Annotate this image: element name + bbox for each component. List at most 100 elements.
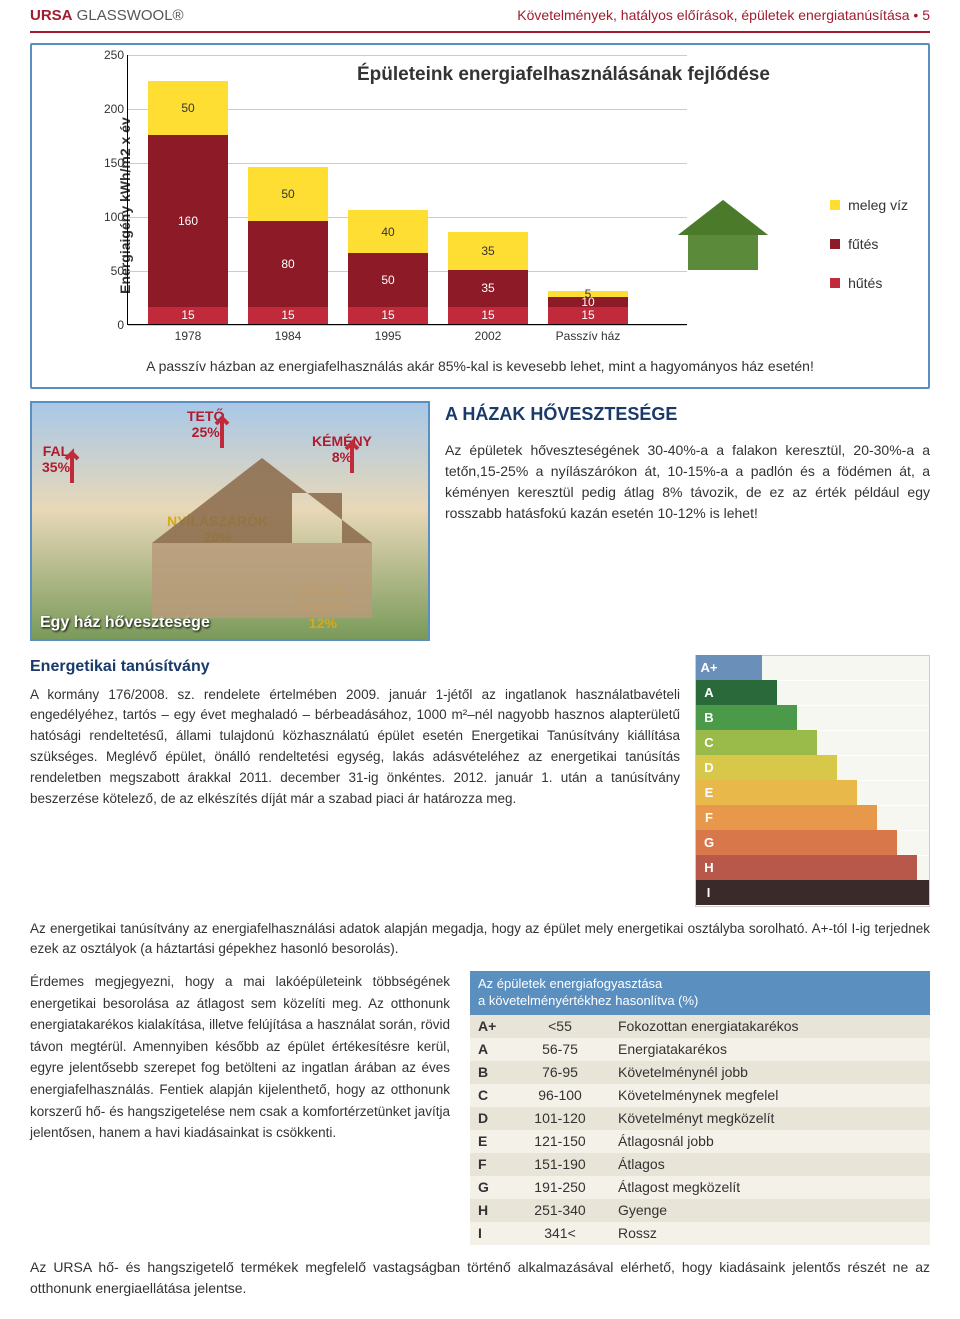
table-header-l1: Az épületek energiafogyasztása bbox=[478, 976, 662, 991]
energy-class-row: A bbox=[696, 681, 929, 706]
label-nyilaszaro: NYÍLÁSZÁRÓK20% bbox=[167, 513, 268, 545]
table-header-l2: a követelményértékhez hasonlítva (%) bbox=[478, 993, 698, 1008]
certificate-p1: A kormány 176/2008. sz. rendelete értelm… bbox=[30, 685, 680, 811]
energy-class-bar bbox=[722, 730, 817, 755]
energy-class-row: B bbox=[696, 706, 929, 731]
table-cell: H bbox=[470, 1199, 510, 1222]
energy-class-bar bbox=[722, 780, 857, 805]
table-cell: D bbox=[470, 1107, 510, 1130]
table-cell: 151-190 bbox=[510, 1153, 610, 1176]
heatloss-diagram: FAL35% TETŐ25% KÉMÉNY8% NYÍLÁSZÁRÓK20% P… bbox=[30, 401, 430, 641]
energy-class-bar bbox=[722, 705, 797, 730]
heatloss-title: A HÁZAK HŐVESZTESÉGE bbox=[445, 401, 930, 428]
energy-class-bar bbox=[722, 655, 762, 680]
label-padlo: PADLÓ,FÖDÉM12% bbox=[297, 583, 349, 631]
bar-group: 51015 bbox=[548, 291, 628, 323]
footer-text: Az URSA hő- és hangszigetelő termékek me… bbox=[30, 1257, 930, 1299]
label-teto: TETŐ25% bbox=[187, 408, 224, 440]
energy-class-letter: D bbox=[696, 755, 722, 780]
table-cell: A+ bbox=[470, 1015, 510, 1038]
chart-plot: 0501001502002505016015197850801519844050… bbox=[127, 55, 687, 325]
chart-caption: A passzív házban az energiafelhasználás … bbox=[47, 356, 913, 377]
gridline bbox=[128, 55, 687, 56]
table-cell: 191-250 bbox=[510, 1176, 610, 1199]
table-cell: 251-340 bbox=[510, 1199, 610, 1222]
table-cell: G bbox=[470, 1176, 510, 1199]
legend-item: hűtés bbox=[830, 273, 908, 294]
energy-class-letter: E bbox=[696, 780, 722, 805]
table-cell: Gyenge bbox=[610, 1199, 930, 1222]
bar-group: 405015 bbox=[348, 210, 428, 323]
heatloss-paragraph: Az épületek hőveszteségének 30-40%-a a f… bbox=[445, 440, 930, 524]
energy-class-row: F bbox=[696, 806, 929, 831]
energy-class-letter: H bbox=[696, 855, 722, 880]
bar-segment: 80 bbox=[248, 221, 328, 307]
certificate-text: Energetikai tanúsítvány A kormány 176/20… bbox=[30, 655, 680, 811]
energy-class-bar bbox=[721, 880, 929, 905]
table-row: B76-95Követelménynél jobb bbox=[470, 1061, 930, 1084]
table-row: D101-120Követelményt megközelít bbox=[470, 1107, 930, 1130]
table-cell: <55 bbox=[510, 1015, 610, 1038]
energy-class-bar bbox=[722, 830, 897, 855]
y-tick: 100 bbox=[96, 208, 124, 226]
energy-class-letter: A+ bbox=[696, 655, 722, 680]
table-row: G191-250Átlagost megközelít bbox=[470, 1176, 930, 1199]
table-row: E121-150Átlagosnál jobb bbox=[470, 1130, 930, 1153]
energy-table: A+<55Fokozottan energiatakarékosA56-75En… bbox=[470, 1015, 930, 1245]
table-cell: E bbox=[470, 1130, 510, 1153]
table-cell: Követelménynél jobb bbox=[610, 1061, 930, 1084]
energy-table-wrap: Az épületek energiafogyasztása a követel… bbox=[470, 971, 930, 1245]
energy-class-letter: G bbox=[696, 830, 722, 855]
x-tick: 1984 bbox=[248, 327, 328, 345]
y-tick: 50 bbox=[96, 262, 124, 280]
certificate-section: Energetikai tanúsítvány A kormány 176/20… bbox=[30, 655, 930, 907]
table-cell: Átlagos bbox=[610, 1153, 930, 1176]
bar-segment: 40 bbox=[348, 210, 428, 253]
energy-class-badges: A+ABCDEFGHI bbox=[695, 655, 930, 907]
y-tick: 200 bbox=[96, 100, 124, 118]
energy-class-bar bbox=[722, 855, 917, 880]
bar-segment: 15 bbox=[348, 307, 428, 323]
energy-class-row: A+ bbox=[696, 656, 929, 681]
x-tick: 2002 bbox=[448, 327, 528, 345]
energy-class-letter: B bbox=[696, 705, 722, 730]
bottom-section: Érdemes megjegyezni, hogy a mai lakóépül… bbox=[30, 971, 930, 1245]
energy-class-row: C bbox=[696, 731, 929, 756]
energy-class-row: E bbox=[696, 781, 929, 806]
energy-class-row: D bbox=[696, 756, 929, 781]
table-cell: Energiatakarékos bbox=[610, 1038, 930, 1061]
energy-class-row: G bbox=[696, 831, 929, 856]
energy-class-bar bbox=[722, 755, 837, 780]
table-cell: 341< bbox=[510, 1222, 610, 1245]
bar-group: 353515 bbox=[448, 232, 528, 324]
brand: URSA GLASSWOOL® bbox=[30, 5, 184, 28]
legend-swatch bbox=[830, 200, 840, 210]
table-row: H251-340Gyenge bbox=[470, 1199, 930, 1222]
legend-label: fűtés bbox=[848, 234, 878, 255]
legend-swatch bbox=[830, 278, 840, 288]
legend-label: hűtés bbox=[848, 273, 882, 294]
label-kemeny: KÉMÉNY8% bbox=[312, 433, 372, 465]
bar-segment: 15 bbox=[248, 307, 328, 323]
house-icon bbox=[673, 195, 773, 275]
y-tick: 0 bbox=[96, 316, 124, 334]
certificate-title: Energetikai tanúsítvány bbox=[30, 655, 680, 679]
label-fal: FAL35% bbox=[42, 443, 70, 475]
brand-glasswool: GLASSWOOL® bbox=[73, 7, 184, 24]
energy-table-header: Az épületek energiafogyasztása a követel… bbox=[470, 971, 930, 1015]
table-row: I341<Rossz bbox=[470, 1222, 930, 1245]
energy-class-letter: F bbox=[696, 805, 722, 830]
x-tick: Passzív ház bbox=[548, 327, 628, 345]
bar-segment: 50 bbox=[248, 167, 328, 221]
table-cell: B bbox=[470, 1061, 510, 1084]
y-tick: 150 bbox=[96, 154, 124, 172]
bar-segment: 35 bbox=[448, 232, 528, 270]
energy-class-bar bbox=[722, 805, 877, 830]
bar-segment: 160 bbox=[148, 135, 228, 308]
gridline bbox=[128, 325, 687, 326]
table-cell: Átlagost megközelít bbox=[610, 1176, 930, 1199]
bar-segment: 15 bbox=[448, 307, 528, 323]
table-cell: Fokozottan energiatakarékos bbox=[610, 1015, 930, 1038]
legend-label: meleg víz bbox=[848, 195, 908, 216]
header-breadcrumb: Követelmények, hatályos előírások, épüle… bbox=[517, 5, 930, 26]
